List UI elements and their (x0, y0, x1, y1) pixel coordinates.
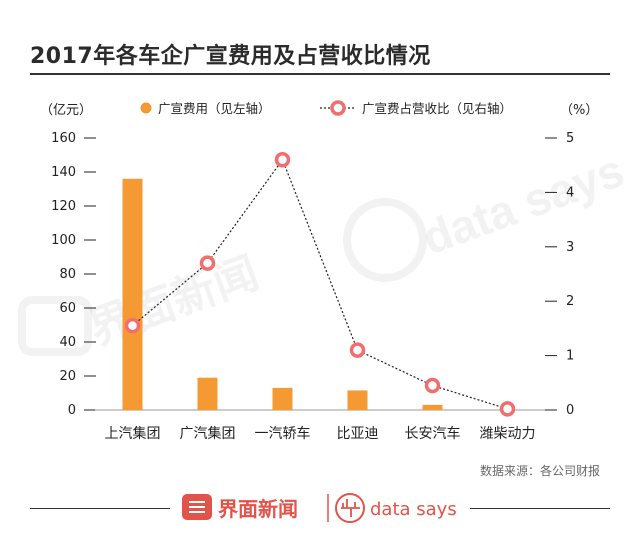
bar-series (122, 178, 443, 410)
bar (422, 404, 443, 410)
x-tick-label: 潍柴动力 (480, 426, 536, 442)
footer-line-right (470, 508, 610, 509)
legend-line-label: 广宣费占营收比（见右轴） (362, 101, 512, 116)
left-tick-label: 140 (51, 165, 76, 180)
footer-line-left (30, 508, 170, 509)
right-tick-label: 0 (566, 403, 574, 418)
x-axis-labels: 上汽集团 广汽集团 一汽轿车 比亚迪 长安汽车 潍柴动力 (105, 425, 536, 442)
right-tick-label: 2 (566, 294, 574, 309)
brand-wave-icon (335, 493, 365, 523)
left-tick-label: 120 (51, 199, 76, 214)
bar (272, 387, 293, 410)
right-axis-title: （%） (560, 103, 598, 118)
left-tick-label: 60 (59, 301, 76, 316)
brand-name-cn: 界面新闻 (218, 497, 298, 521)
right-tick-label: 4 (566, 185, 574, 200)
ratio-point (499, 401, 516, 417)
x-tick-label: 广汽集团 (180, 425, 236, 442)
bar (122, 178, 143, 410)
ratio-point (274, 152, 291, 168)
ratio-point (424, 377, 441, 394)
ratio-point (199, 255, 216, 271)
left-tick-label: 160 (51, 131, 76, 146)
legend-bar-swatch (140, 102, 152, 114)
ratio-point (124, 317, 141, 334)
left-tick-label: 0 (68, 403, 76, 418)
data-source: 数据来源：各公司财报 (479, 464, 600, 478)
left-tick-label: 40 (59, 335, 76, 350)
x-tick-label: 长安汽车 (405, 425, 461, 442)
footer-brand: 界面新闻 data says (182, 493, 457, 523)
ratio-line (132, 158, 508, 410)
left-axis: 0 20 40 60 80 100 120 140 160 (51, 131, 96, 418)
brand-name-en: data says (370, 499, 457, 520)
legend: 广宣费用（见左轴） 广宣费占营收比（见右轴） (140, 100, 512, 116)
legend-bar-label: 广宣费用（见左轴） (158, 101, 271, 116)
left-tick-label: 80 (59, 267, 76, 282)
right-tick-label: 1 (566, 349, 574, 364)
left-axis-title: （亿元） (40, 103, 92, 118)
line-series (124, 152, 516, 417)
left-tick-label: 100 (51, 233, 76, 248)
bar (197, 377, 218, 410)
x-tick-label: 一汽轿车 (255, 425, 311, 442)
legend-line-marker (330, 100, 346, 116)
chart-title: 2017年各车企广宣费用及占营收比情况 (30, 44, 431, 69)
right-tick-label: 5 (566, 131, 574, 146)
right-tick-label: 3 (566, 240, 574, 255)
bar (347, 390, 368, 410)
title-divider (30, 73, 610, 75)
x-tick-label: 上汽集团 (105, 425, 161, 442)
right-axis: 0 1 2 3 4 5 (545, 131, 574, 418)
left-tick-label: 20 (59, 369, 76, 384)
x-tick-label: 比亚迪 (337, 426, 379, 442)
ratio-point (349, 342, 366, 358)
